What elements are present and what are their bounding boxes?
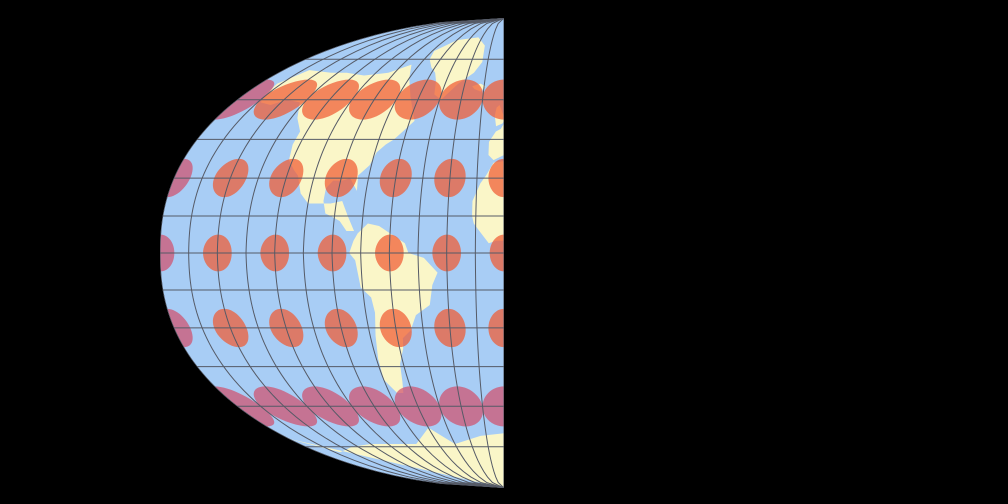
tissot-ellipse — [489, 234, 504, 272]
tissot-ellipse — [482, 79, 504, 120]
tissot-ellipse — [488, 158, 504, 198]
landmass-antarctica — [288, 422, 504, 488]
graticule-lines — [160, 18, 504, 488]
tissot-ellipse — [482, 386, 504, 427]
landmass-greenland — [429, 37, 485, 100]
tissot-ellipse — [488, 308, 504, 348]
